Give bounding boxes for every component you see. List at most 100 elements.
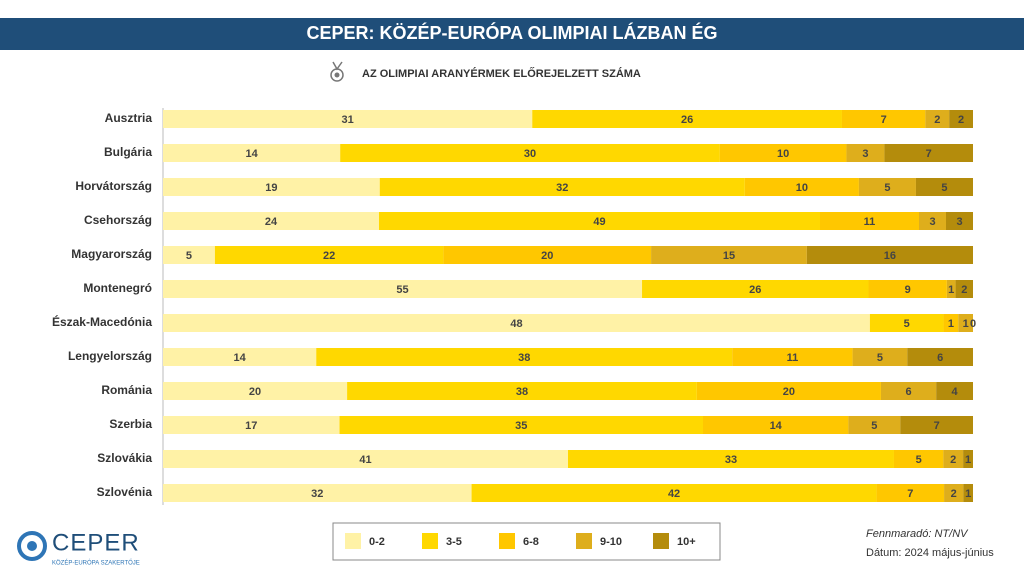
bar-segment — [858, 178, 916, 196]
category-label: Bulgária — [104, 145, 152, 159]
value-label: 6 — [906, 386, 912, 398]
value-label: 7 — [934, 420, 940, 432]
bar-segment — [163, 178, 380, 196]
bar-segment — [532, 110, 842, 128]
bar-segment — [163, 484, 472, 502]
bar-segment — [696, 382, 881, 400]
value-label: 20 — [783, 386, 795, 398]
value-label: 1 — [948, 318, 954, 330]
bar-segment — [744, 178, 859, 196]
value-label: 2 — [951, 488, 957, 500]
value-label: 20 — [249, 386, 261, 398]
value-label: 17 — [245, 420, 257, 432]
value-label: 19 — [265, 182, 277, 194]
bar-segment — [339, 416, 703, 434]
category-label: Montenegró — [83, 281, 152, 295]
bar-segment — [900, 416, 973, 434]
bar-segment — [963, 484, 973, 502]
legend-swatch — [653, 533, 669, 549]
value-label: 41 — [359, 454, 371, 466]
bar-segment — [347, 382, 697, 400]
value-label: 14 — [245, 148, 258, 160]
value-label: 1 — [965, 454, 971, 466]
value-label: 38 — [518, 352, 530, 364]
value-label: 2 — [950, 454, 956, 466]
bar-segment — [820, 212, 919, 230]
bar-segment — [958, 314, 973, 332]
value-label: 22 — [323, 250, 335, 262]
value-label: 7 — [907, 488, 913, 500]
value-label: 2 — [961, 284, 967, 296]
bar-segment — [955, 280, 973, 298]
bar-segment — [163, 416, 340, 434]
bar-segment — [936, 382, 973, 400]
logo — [17, 531, 47, 561]
bar-segment — [868, 280, 947, 298]
value-label: 2 — [934, 114, 940, 126]
value-label: 38 — [516, 386, 528, 398]
bar-segment — [214, 246, 444, 264]
value-label: 3 — [956, 216, 962, 228]
value-label: 9 — [905, 284, 911, 296]
category-label: Észak-Macedónia — [52, 314, 152, 329]
chart-subtitle: AZ OLIMPIAI ARANYÉRMEK ELŐREJELZETT SZÁM… — [362, 67, 641, 80]
title-banner — [0, 18, 1024, 50]
value-label: 32 — [556, 182, 568, 194]
bar-segment — [893, 450, 944, 468]
bar-segment — [471, 484, 877, 502]
legend-label: 9-10 — [600, 536, 622, 548]
bar-segment — [163, 246, 215, 264]
bar-segment — [925, 110, 950, 128]
bar-segment — [915, 178, 973, 196]
category-label: Lengyelország — [68, 349, 152, 363]
bar-segment — [880, 382, 937, 400]
bar-segment — [943, 314, 959, 332]
bar-segment — [846, 144, 885, 162]
bar-segment — [848, 416, 901, 434]
bar-segment — [379, 212, 820, 230]
value-label: 6 — [937, 352, 943, 364]
bar-segment — [944, 484, 964, 502]
bar-segment — [163, 382, 348, 400]
bar-segment — [946, 212, 973, 230]
value-label: 14 — [770, 420, 783, 432]
value-label: 2 — [958, 114, 964, 126]
bar-segment — [732, 348, 853, 366]
bar-segment — [703, 416, 849, 434]
value-label: 10 — [796, 182, 808, 194]
legend-swatch — [576, 533, 592, 549]
legend-label: 6-8 — [523, 536, 539, 548]
value-label: 26 — [681, 114, 693, 126]
category-label: Szerbia — [109, 417, 152, 431]
value-label: 5 — [916, 454, 922, 466]
bar-segment — [719, 144, 847, 162]
bar-segment — [163, 110, 533, 128]
bar-segment — [841, 110, 926, 128]
value-label: 1 — [948, 284, 954, 296]
note: Dátum: 2024 május-június — [866, 547, 994, 559]
value-label: 11 — [787, 352, 799, 364]
bar-segment — [163, 450, 568, 468]
bar-segment — [443, 246, 652, 264]
value-label: 48 — [510, 318, 522, 330]
value-label: 5 — [871, 420, 877, 432]
bar-segment — [163, 212, 379, 230]
bar-segment — [943, 450, 964, 468]
bar-segment — [852, 348, 908, 366]
bar-segment — [642, 280, 869, 298]
value-label: 5 — [877, 352, 883, 364]
value-label: 1 — [965, 488, 971, 500]
bar-segment — [316, 348, 733, 366]
value-label: 0 — [970, 318, 976, 330]
bar-segment — [869, 314, 944, 332]
value-label: 55 — [396, 284, 408, 296]
legend-swatch — [499, 533, 515, 549]
value-label: 30 — [524, 148, 536, 160]
bar-segment — [651, 246, 807, 264]
value-label: 3 — [929, 216, 935, 228]
category-label: Horvátország — [75, 179, 152, 193]
value-label: 1 — [963, 318, 969, 330]
legend-label: 0-2 — [369, 536, 385, 548]
value-label: 3 — [862, 148, 868, 160]
